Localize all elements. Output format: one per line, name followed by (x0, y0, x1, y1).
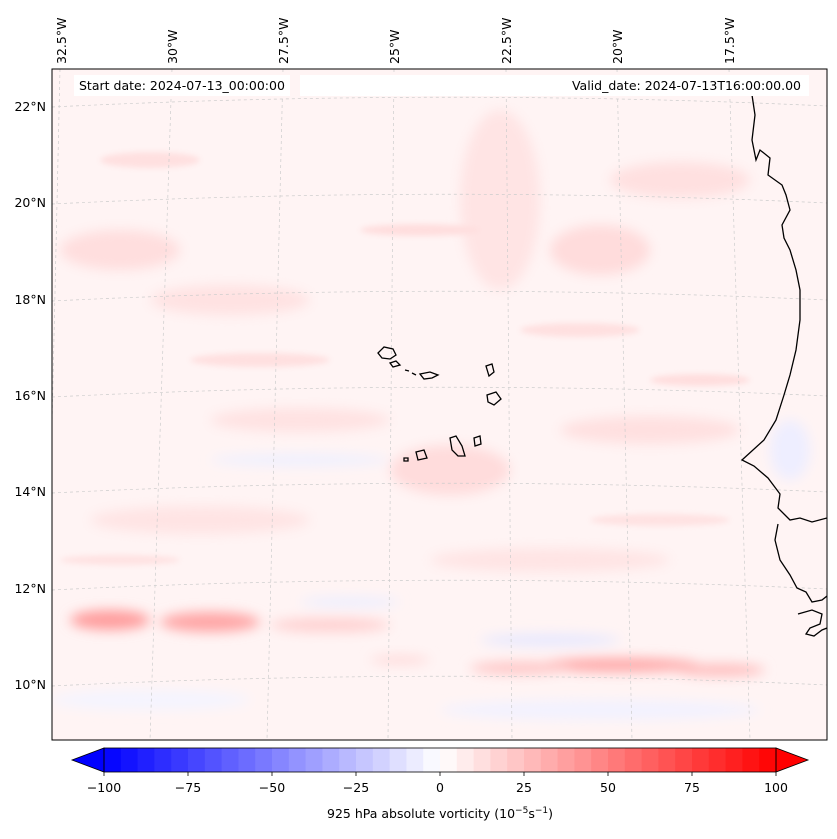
colorbar-cell (540, 748, 559, 772)
lat-label: 20°N (14, 195, 46, 210)
colorbar-cell (288, 748, 307, 772)
colorbar-tick-label: −50 (258, 780, 286, 795)
colorbar-cell (423, 748, 441, 772)
colorbar-cell (557, 748, 575, 772)
colorbar-cell (356, 748, 374, 772)
lat-label: 18°N (14, 292, 46, 307)
colorbar-tick-label: 25 (516, 780, 532, 795)
colorbar-cell (120, 748, 139, 772)
colorbar-cell (221, 748, 239, 772)
colorbar-cell (188, 748, 206, 772)
colorbar-cell (154, 748, 172, 772)
colorbar-cell (624, 748, 643, 772)
colorbar-cell (574, 748, 592, 772)
colorbar-label-mid: s (528, 806, 535, 822)
colorbar-cell (692, 748, 710, 772)
colorbar-cell (104, 748, 122, 772)
colorbar-tick-label: −75 (174, 780, 202, 795)
valid-date-label: Valid_date: 2024-07-13T16:00:00.00 (300, 75, 809, 96)
colorbar-label: 925 hPa absolute vorticity (10−5s−1) (327, 806, 553, 821)
colorbar-cell (658, 748, 676, 772)
colorbar-cell (389, 748, 407, 772)
vorticity-field (52, 110, 810, 720)
colorbar-ticks (103, 772, 777, 776)
colorbar-label-main: 925 hPa absolute vorticity (10 (326, 806, 516, 822)
vorticity-streaks (60, 152, 750, 565)
gridlines (52, 69, 827, 740)
colorbar-cells (104, 748, 777, 772)
lat-label: 14°N (14, 484, 46, 499)
colorbar-cell (524, 748, 542, 772)
colorbar-cell (675, 748, 693, 772)
colorbar-cell (456, 748, 475, 772)
colorbar-cell (507, 748, 525, 772)
colorbar-cell (473, 748, 491, 772)
colorbar-tick-label: 100 (764, 780, 788, 795)
colorbar-cell (272, 748, 290, 772)
colorbar-tick-label: −100 (86, 780, 122, 795)
colorbar-cell (440, 748, 458, 772)
colorbar-cell (322, 748, 340, 772)
colorbar-label-end: ) (548, 806, 554, 822)
colorbar-cell (708, 748, 727, 772)
colorbar-cell (725, 748, 743, 772)
lat-label: 12°N (14, 581, 46, 596)
colorbar-cell (204, 748, 223, 772)
lat-label: 10°N (14, 677, 46, 692)
colorbar-label-exp1: −5 (515, 806, 529, 816)
colorbar-cell (742, 748, 760, 772)
colorbar-tick-label: −25 (342, 780, 370, 795)
colorbar-cell (591, 748, 609, 772)
coastlines (377, 94, 827, 637)
map-frame (51, 68, 828, 741)
colorbar-cell (238, 748, 256, 772)
colorbar-cell (372, 748, 391, 772)
colorbar-cell (137, 748, 155, 772)
valid-date-text: Valid_date: 2024-07-13T16:00:00.00 (571, 78, 801, 93)
colorbar-min-extend (70, 747, 105, 773)
colorbar-cell (255, 748, 273, 772)
colorbar-tick-label: 50 (600, 780, 616, 795)
lat-label: 22°N (14, 99, 46, 114)
colorbar-cell (759, 748, 777, 772)
colorbar-cell (171, 748, 189, 772)
colorbar-cell (608, 748, 626, 772)
lat-label: 16°N (14, 388, 46, 403)
colorbar-max-extend (775, 747, 810, 773)
colorbar-tick-label: 0 (436, 780, 444, 795)
start-date-label: Start date: 2024-07-13_00:00:00 (74, 75, 290, 96)
colorbar-cell (406, 748, 424, 772)
colorbar-cell (641, 748, 659, 772)
colorbar-cell (490, 748, 508, 772)
colorbar-cell (305, 748, 323, 772)
colorbar-label-exp2: −1 (534, 806, 549, 816)
colorbar-cell (339, 748, 357, 772)
colorbar-tick-label: 75 (684, 780, 700, 795)
